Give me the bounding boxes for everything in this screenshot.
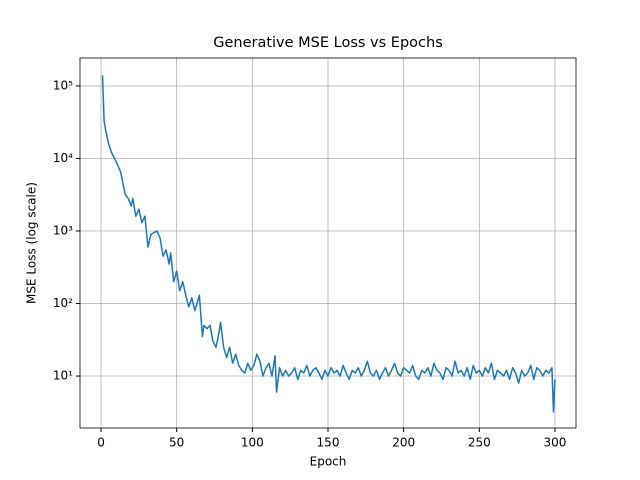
y-tick-label: 10¹: [53, 369, 73, 383]
loss-line: [101, 75, 556, 413]
x-axis-label: Epoch: [310, 455, 347, 469]
x-tick-label: 300: [544, 436, 567, 450]
y-tick-label: 10²: [53, 296, 73, 310]
plot-frame: [79, 57, 577, 429]
x-tick-label: 200: [392, 436, 415, 450]
y-tick-label: 10³: [53, 223, 73, 237]
x-tick-label: 0: [97, 436, 105, 450]
y-axis-label: MSE Loss (log scale): [25, 182, 39, 304]
y-tick-label: 10⁵: [53, 78, 73, 92]
x-tick-label: 250: [468, 436, 491, 450]
x-tick-label: 150: [317, 436, 340, 450]
x-tick-label: 100: [241, 436, 264, 450]
y-tick-label: 10⁴: [53, 151, 73, 165]
x-tick-label: 50: [169, 436, 184, 450]
chart-title: Generative MSE Loss vs Epochs: [213, 35, 443, 51]
